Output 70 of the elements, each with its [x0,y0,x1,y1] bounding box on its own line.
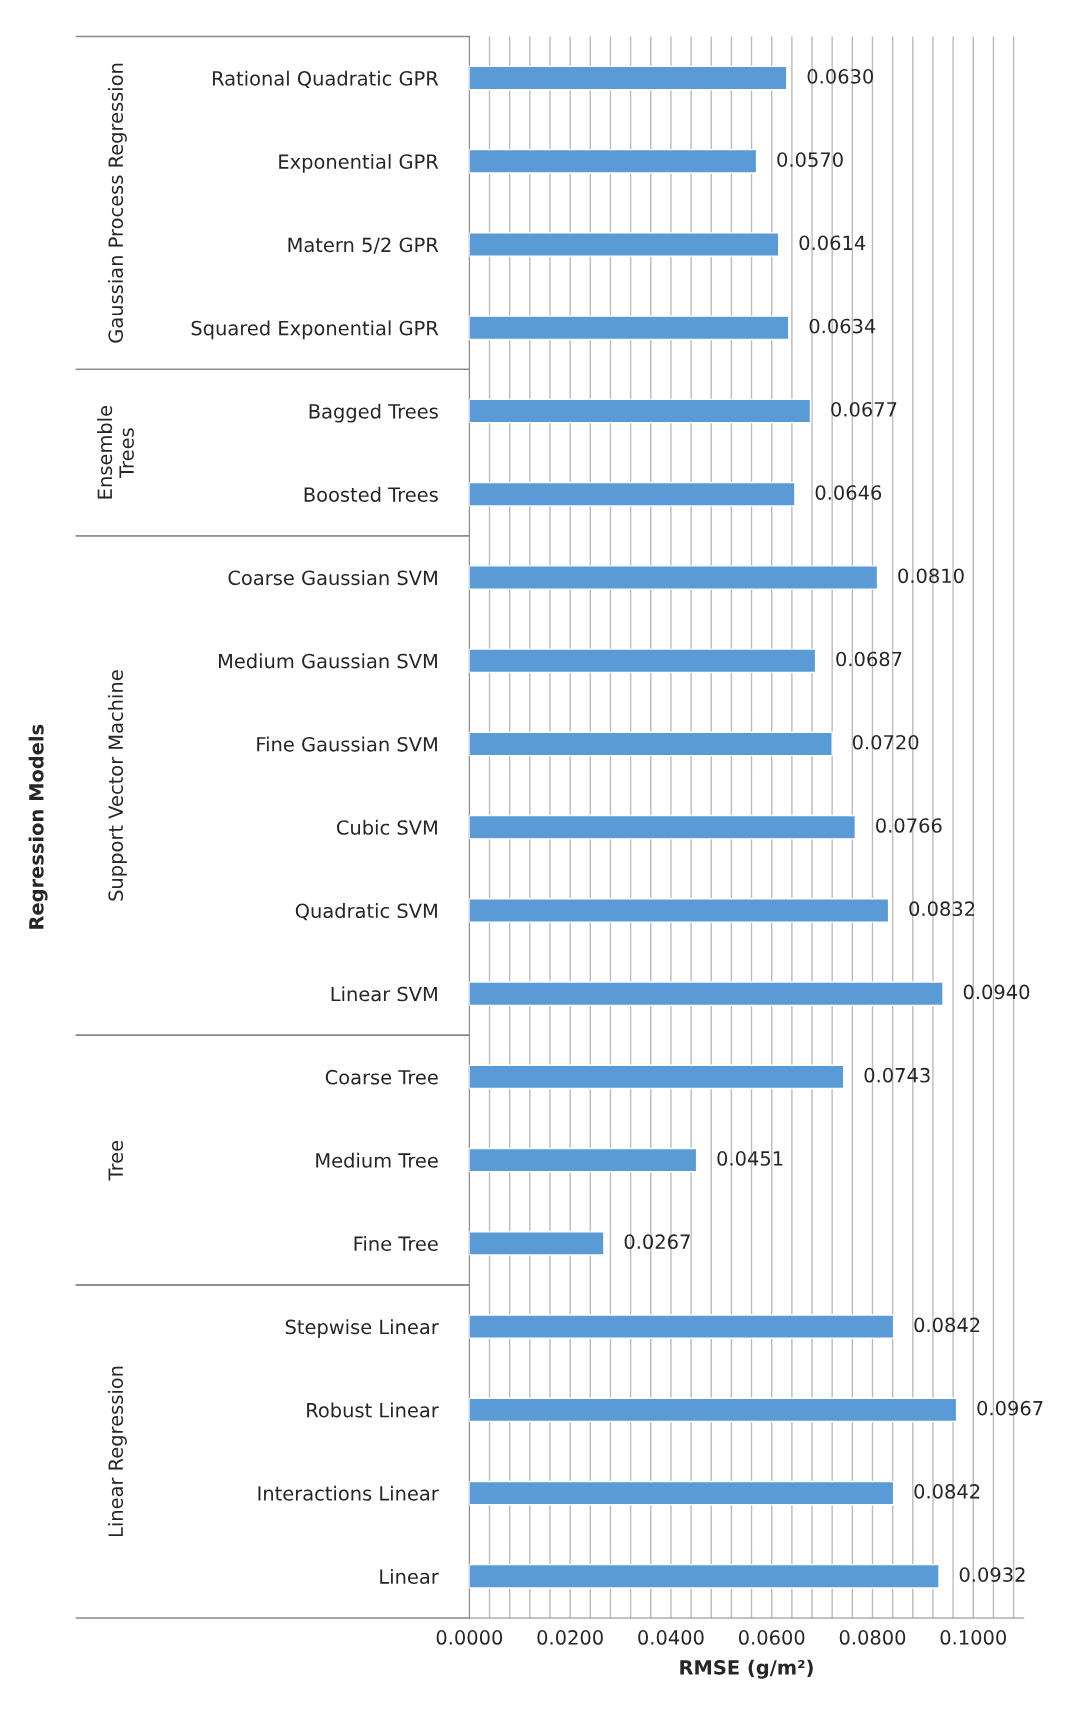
y-tick-label: Medium Gaussian SVM [218,653,437,669]
x-tick-label: 0.1000 [940,1630,1006,1645]
text: Regression Models [28,724,48,929]
x-axis-title: RMSE (g/m²) [680,1659,813,1679]
data-label: 0.0451 [717,1151,783,1166]
y-tick-label: Exponential GPR [279,153,439,173]
bar [469,398,812,424]
data-label: 0.0967 [977,1400,1043,1416]
bar [469,232,780,257]
bar [469,731,833,757]
bar [469,981,944,1007]
data-label: 0.0810 [898,568,964,584]
data-label: 0.0932 [959,1567,1025,1582]
data-label: 0.0634 [809,318,876,334]
bar [469,1231,605,1256]
y-tick-label: Fine Gaussian SVM [257,736,437,752]
data-label: 0.0646 [815,485,882,500]
text: Support Vector Machine [108,670,127,901]
data-label: 0.0940 [963,984,1030,1000]
x-tick-label: 0.0400 [638,1630,704,1645]
bar [469,1314,895,1339]
bar [469,648,817,674]
data-label: 0.0267 [624,1234,690,1250]
y-tick-label: Medium Tree [316,1152,438,1168]
data-label: 0.0687 [836,651,902,667]
bar [469,148,758,174]
bar [469,481,796,507]
data-label: 0.0630 [807,69,874,84]
y-tick-label: Boosted Trees [304,486,438,502]
data-label: 0.0677 [831,401,897,417]
bar [469,315,790,341]
y-tick-label: Squared Exponential GPR [191,320,439,340]
y-tick-label: Coarse Tree [325,1069,438,1085]
y-tick-label: Cubic SVM [336,819,437,835]
bar [469,65,788,91]
x-tick-label: 0.0600 [738,1630,805,1645]
data-label: 0.0614 [799,235,866,251]
data-label: 0.0766 [876,818,942,833]
y-tick-label: Robust Linear [307,1402,439,1418]
data-label: 0.0842 [914,1484,980,1499]
data-label: 0.0842 [914,1317,980,1333]
y-tick-label: Stepwise Linear [285,1319,439,1339]
y-tick-label: Rational Quadratic GPR [212,70,439,88]
bar [469,814,857,840]
bar [469,1147,698,1173]
bar [469,898,890,923]
bar [469,1064,845,1090]
y-tick-label: Fine Tree [354,1236,438,1252]
text: Linear Regression [108,1366,127,1537]
bar [469,1397,958,1423]
y-tick-label: Bagged Trees [309,403,438,423]
text: Ensemble Trees [97,406,134,499]
bar [469,1480,895,1506]
x-tick-label: 0.0800 [839,1630,906,1645]
data-label: 0.0832 [909,901,975,917]
bar [469,565,879,590]
y-tick-label: Quadratic SVM [295,903,437,921]
y-tick-label: Coarse Gaussian SVM [228,570,437,586]
text: Tree [108,1140,124,1181]
y-tick-label: Linear [380,1568,439,1584]
x-tick-label: 0.0000 [436,1630,503,1645]
data-label: 0.0720 [852,734,919,750]
text: Gaussian Process Regression [108,63,127,343]
bar [469,1563,940,1589]
y-tick-label: Matern 5/2 GPR [288,237,439,254]
data-label: 0.0570 [777,152,843,167]
y-tick-label: Linear SVM [331,986,437,1002]
x-tick-label: 0.0200 [537,1630,603,1645]
data-label: 0.0743 [864,1067,930,1083]
y-tick-label: Interactions Linear [258,1485,439,1501]
